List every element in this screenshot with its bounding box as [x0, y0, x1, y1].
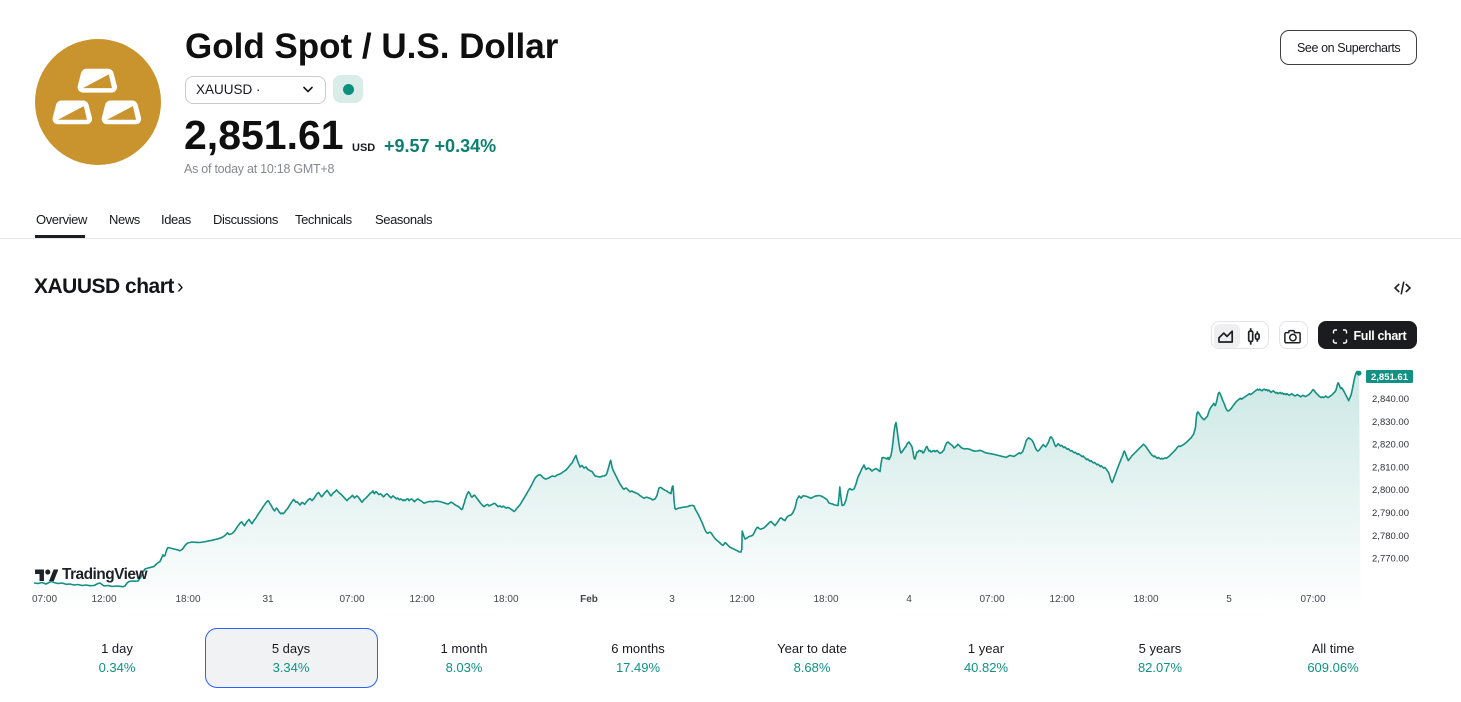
svg-text:2,800.00: 2,800.00: [1372, 485, 1409, 496]
svg-text:12:00: 12:00: [409, 594, 434, 605]
svg-text:18:00: 18:00: [493, 594, 518, 605]
svg-text:2,790.00: 2,790.00: [1372, 508, 1409, 519]
svg-text:12:00: 12:00: [1049, 594, 1074, 605]
svg-text:Feb: Feb: [580, 594, 598, 605]
svg-text:3: 3: [669, 594, 675, 605]
svg-text:5: 5: [1226, 594, 1232, 605]
svg-text:2,770.00: 2,770.00: [1372, 554, 1409, 565]
svg-text:4: 4: [906, 594, 912, 605]
svg-text:2,851.61: 2,851.61: [1371, 372, 1409, 383]
svg-text:12:00: 12:00: [91, 594, 116, 605]
svg-text:2,780.00: 2,780.00: [1372, 531, 1409, 542]
svg-text:07:00: 07:00: [979, 594, 1004, 605]
svg-text:07:00: 07:00: [32, 594, 57, 605]
svg-text:2,840.00: 2,840.00: [1372, 394, 1409, 405]
svg-text:07:00: 07:00: [1300, 594, 1325, 605]
svg-text:07:00: 07:00: [339, 594, 364, 605]
svg-text:2,810.00: 2,810.00: [1372, 462, 1409, 473]
svg-text:18:00: 18:00: [175, 594, 200, 605]
svg-text:18:00: 18:00: [1133, 594, 1158, 605]
svg-text:12:00: 12:00: [729, 594, 754, 605]
svg-text:18:00: 18:00: [813, 594, 838, 605]
svg-text:2,820.00: 2,820.00: [1372, 440, 1409, 451]
svg-text:31: 31: [262, 594, 274, 605]
svg-text:2,830.00: 2,830.00: [1372, 417, 1409, 428]
